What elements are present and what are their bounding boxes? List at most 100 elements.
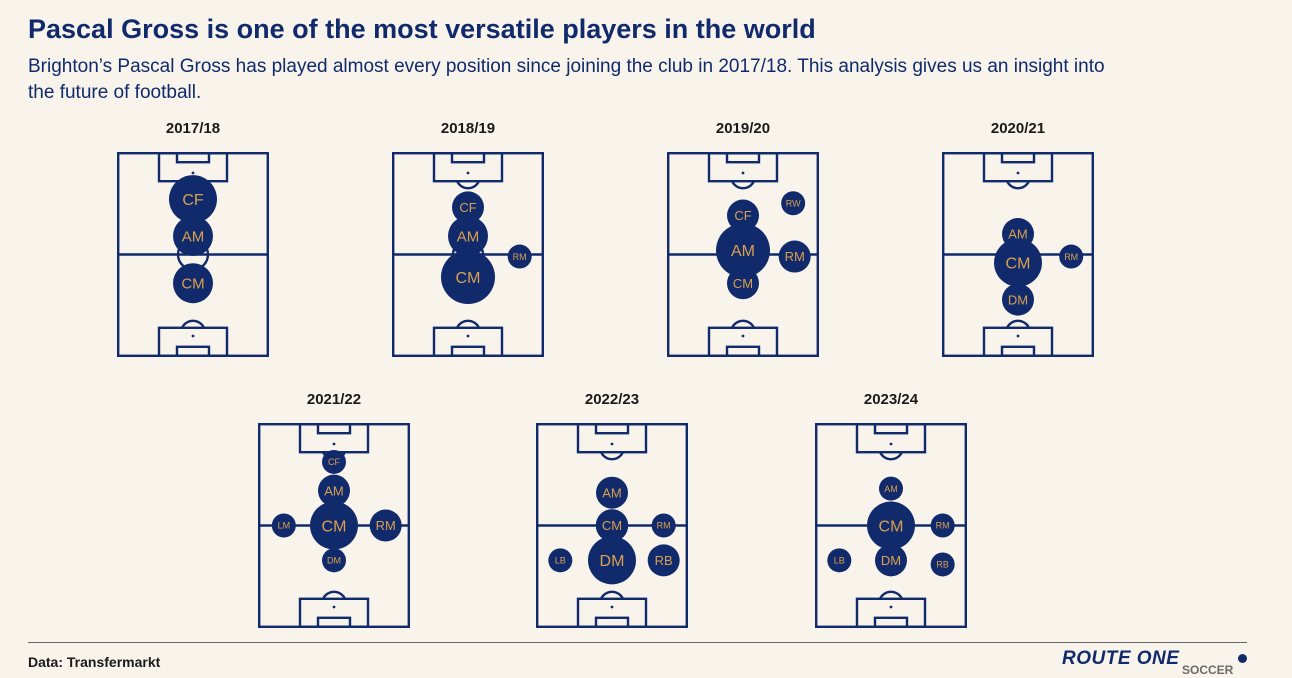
route-one-logo[interactable]: ROUTE ONE SOCCER xyxy=(1062,648,1252,678)
penalty-box-bottom xyxy=(982,326,1054,358)
position-bubble-circle xyxy=(727,199,759,232)
six-yard-box-bottom xyxy=(175,345,211,358)
position-bubble-circle xyxy=(441,250,495,305)
position-bubble: AM xyxy=(879,476,903,501)
position-label: AM xyxy=(602,485,622,500)
penalty-box-top xyxy=(855,423,927,454)
penalty-arc-bottom xyxy=(321,590,347,600)
six-yard-box-bottom xyxy=(1000,345,1036,358)
position-bubble-circle xyxy=(647,544,680,577)
six-yard-box-bottom xyxy=(450,345,486,358)
position-bubble-circle xyxy=(875,544,907,577)
position-bubble: CM xyxy=(727,267,759,300)
position-bubble-circle xyxy=(173,216,213,257)
penalty-arc-bottom xyxy=(730,319,756,329)
position-label: CM xyxy=(733,276,753,291)
position-bubble-circle xyxy=(1002,283,1034,316)
season-pitch: 2021/22 CF AM LM CM RM DM xyxy=(258,391,411,630)
position-bubble-circle xyxy=(716,223,770,278)
position-label: AM xyxy=(1008,227,1028,242)
position-bubble: RB xyxy=(930,552,955,577)
position-bubble: RM xyxy=(778,240,811,273)
position-label: CF xyxy=(459,200,476,215)
position-bubble: LB xyxy=(827,548,852,573)
position-label: RB xyxy=(655,553,673,568)
position-label: RM xyxy=(785,249,805,264)
position-label: RM xyxy=(936,521,950,531)
season-label: 2019/20 xyxy=(715,120,771,137)
position-label: CF xyxy=(734,208,751,223)
position-bubble-circle xyxy=(651,513,676,538)
penalty-spot-top xyxy=(466,171,470,175)
penalty-spot-bottom xyxy=(889,605,893,609)
position-bubble: DM xyxy=(1002,283,1034,316)
penalty-spot-bottom xyxy=(1016,334,1020,338)
position-bubble-circle xyxy=(169,175,217,224)
season-label: 2021/22 xyxy=(306,391,362,408)
position-label: RM xyxy=(376,518,396,533)
season-label: 2022/23 xyxy=(584,391,640,408)
position-bubble-circle xyxy=(930,513,955,538)
position-bubble: RM xyxy=(651,513,676,538)
position-bubble: RM xyxy=(369,509,402,542)
penalty-spot-top xyxy=(741,171,745,175)
position-bubble-circle xyxy=(778,240,811,273)
penalty-spot-top xyxy=(191,171,195,175)
six-yard-box-top xyxy=(450,152,486,164)
position-bubble-circle xyxy=(930,552,955,577)
position-label: RM xyxy=(1064,252,1078,262)
position-label: LB xyxy=(555,556,566,566)
six-yard-box-bottom xyxy=(873,616,909,629)
penalty-box-top xyxy=(982,152,1054,183)
position-bubble-circle xyxy=(588,536,636,585)
penalty-box-bottom xyxy=(157,326,229,358)
six-yard-box-bottom xyxy=(594,616,630,629)
pitch-diagram: CF AM LM CM RM DM xyxy=(258,423,411,629)
six-yard-box-bottom xyxy=(316,616,352,629)
position-bubble-circle xyxy=(727,267,759,300)
penalty-box-top xyxy=(298,423,370,454)
position-bubble: LM xyxy=(271,513,296,538)
position-bubble: CM xyxy=(310,501,358,550)
penalty-spot-top xyxy=(1016,171,1020,175)
position-label: RM xyxy=(513,252,527,262)
position-bubble: DM xyxy=(588,536,636,585)
position-bubble-circle xyxy=(448,216,488,257)
position-bubble: CM xyxy=(596,509,628,542)
six-yard-box-top xyxy=(316,423,352,435)
position-bubble-circle xyxy=(310,501,358,550)
penalty-box-bottom xyxy=(707,326,779,358)
six-yard-box-top xyxy=(175,152,211,164)
season-pitch: 2023/24 AM CM RM LB DM RB xyxy=(815,391,968,630)
position-bubble: CM xyxy=(441,250,495,305)
penalty-arc-top xyxy=(599,451,625,461)
position-bubble-circle xyxy=(596,509,628,542)
data-source: Data: Transfermarkt xyxy=(28,654,161,670)
position-bubble: CM xyxy=(994,238,1042,287)
season-pitch: 2018/19 CF AM CM RM xyxy=(392,120,545,359)
position-label: RB xyxy=(936,560,949,570)
position-bubble: DM xyxy=(322,548,346,573)
penalty-arc-top xyxy=(455,180,481,190)
position-bubble: RB xyxy=(647,544,680,577)
six-yard-box-top xyxy=(1000,152,1036,164)
position-bubble: RW xyxy=(781,191,806,216)
penalty-box-top xyxy=(432,152,504,183)
position-label: DM xyxy=(600,553,625,570)
penalty-box-top xyxy=(707,152,779,183)
logo-wordmark: ROUTE ONE xyxy=(1062,648,1180,669)
season-pitch: 2020/21 AM CM RM DM xyxy=(942,120,1095,359)
position-bubble: DM xyxy=(875,544,907,577)
footer-divider xyxy=(28,642,1247,643)
position-bubble: AM xyxy=(173,216,213,257)
position-label: AM xyxy=(182,228,205,245)
penalty-arc-bottom xyxy=(180,319,206,329)
penalty-spot-bottom xyxy=(741,334,745,338)
position-label: CF xyxy=(182,192,204,209)
season-label: 2017/18 xyxy=(165,120,221,137)
logo-subtext: SOCCER xyxy=(1182,663,1234,677)
season-label: 2023/24 xyxy=(863,391,919,408)
position-label: DM xyxy=(881,553,901,568)
position-bubble-circle xyxy=(879,476,903,501)
position-bubble-circle xyxy=(318,474,350,507)
